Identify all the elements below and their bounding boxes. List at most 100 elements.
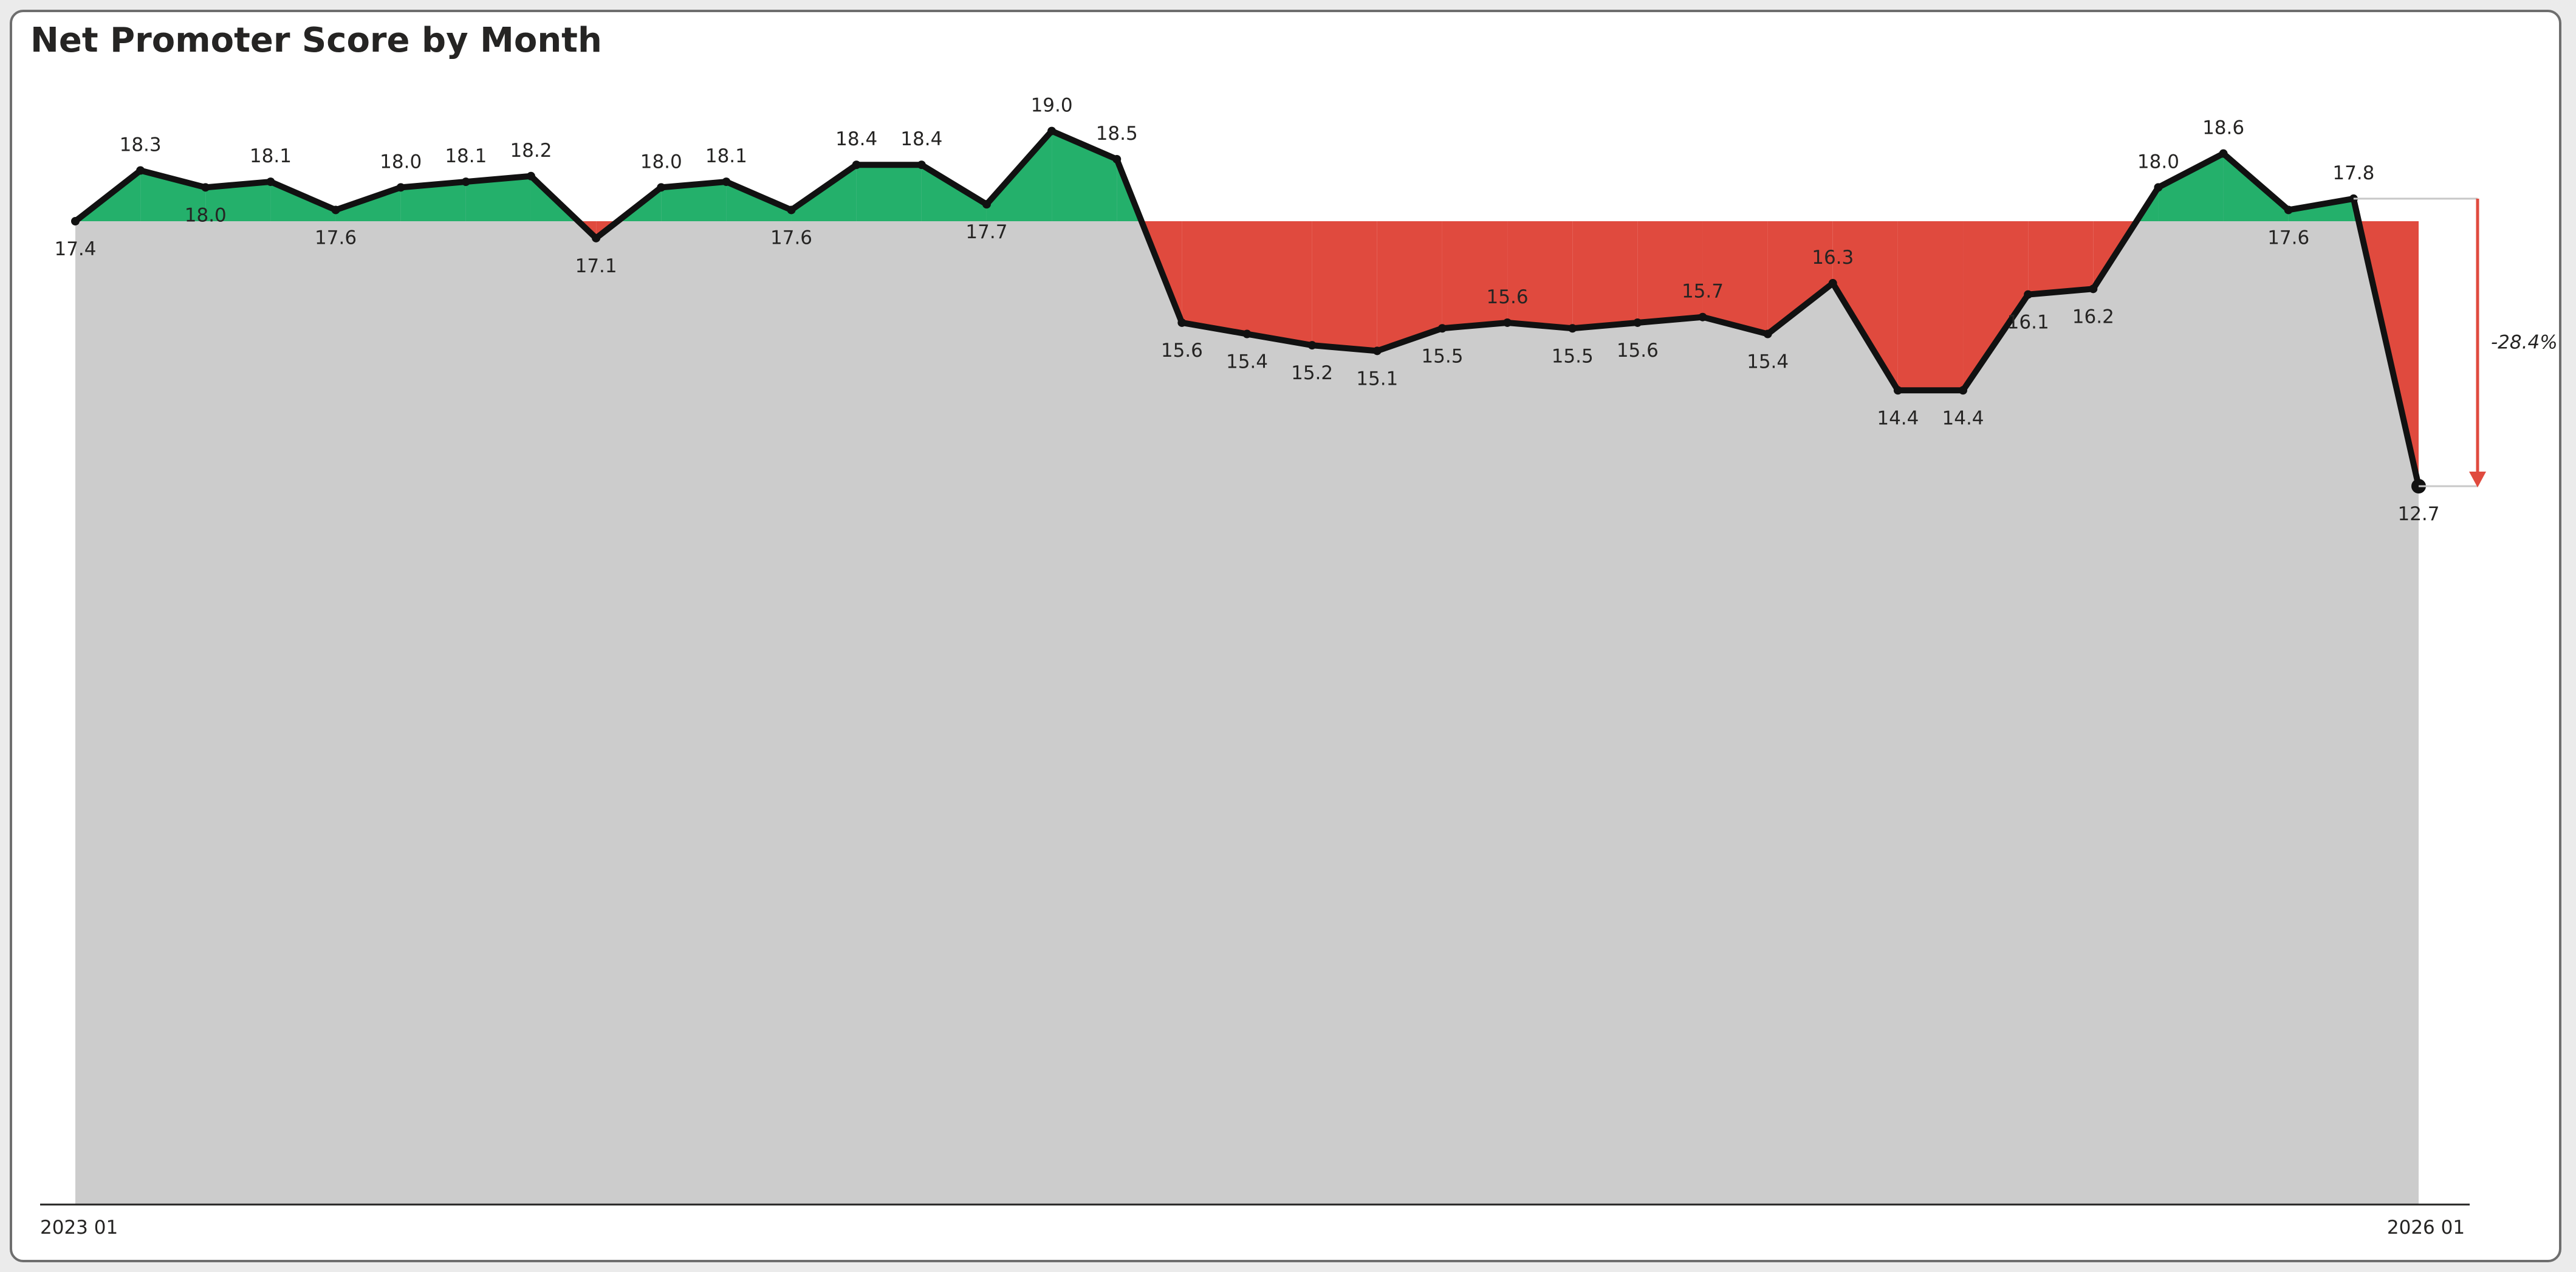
diff-area-segment — [1377, 221, 1442, 351]
diff-area-segment — [1247, 221, 1312, 346]
data-point — [461, 177, 470, 187]
data-label: 17.4 — [54, 238, 96, 260]
diff-area-segment — [1141, 221, 1182, 323]
data-point — [1959, 386, 1968, 395]
data-point — [1437, 324, 1447, 333]
data-label: 18.5 — [1096, 123, 1138, 145]
data-label: 12.7 — [2397, 503, 2439, 525]
diff-area-segment — [921, 165, 987, 221]
data-point — [1698, 312, 1707, 321]
data-point — [2154, 183, 2163, 192]
data-label: 15.7 — [1682, 281, 1724, 303]
data-label: 18.0 — [2137, 151, 2179, 173]
data-point — [592, 233, 601, 242]
data-label: 15.6 — [1487, 286, 1529, 308]
data-point — [982, 200, 991, 209]
data-label: 14.4 — [1877, 407, 1919, 429]
base-area — [75, 131, 2419, 1205]
x-tick-label-end: 2026 01 — [2387, 1217, 2465, 1239]
data-label: 15.4 — [1747, 351, 1789, 373]
data-point — [2089, 284, 2098, 294]
data-point — [1503, 318, 1512, 327]
data-point — [1242, 329, 1252, 339]
diff-area-segment — [1832, 221, 1898, 391]
data-point — [2219, 149, 2228, 158]
data-label: 17.6 — [770, 227, 812, 249]
data-point — [526, 171, 535, 180]
data-point — [722, 177, 731, 187]
data-label: 18.4 — [900, 128, 942, 150]
data-label: 15.4 — [1226, 351, 1268, 373]
data-label: 17.7 — [965, 221, 1007, 243]
data-label: 16.3 — [1812, 247, 1854, 269]
diff-area-segment — [1702, 221, 1768, 334]
data-point — [1177, 318, 1187, 327]
chart-title: Net Promoter Score by Month — [30, 21, 602, 60]
diff-area-segment — [1442, 221, 1508, 329]
data-points — [71, 126, 2426, 493]
data-label: 18.3 — [120, 134, 162, 156]
data-label: 18.1 — [250, 145, 292, 167]
change-arrow-head — [2469, 472, 2486, 487]
data-point — [917, 160, 926, 170]
data-point — [201, 183, 210, 192]
diff-area-segment — [1572, 221, 1638, 329]
diff-area-segment — [1312, 221, 1377, 351]
data-point — [396, 183, 405, 192]
data-label: 16.1 — [2007, 312, 2049, 334]
data-point — [136, 166, 145, 175]
data-point — [657, 183, 666, 192]
data-point — [2024, 290, 2033, 299]
data-labels: 17.4 18.3 18.0 18.1 17.6 18.0 18.1 18.2 17.1 18.0… — [54, 95, 2439, 525]
data-point — [1568, 324, 1577, 333]
data-point — [787, 205, 796, 215]
data-point — [331, 205, 340, 215]
data-point — [1763, 329, 1772, 339]
data-label: 18.6 — [2202, 117, 2244, 139]
data-point — [1828, 279, 1837, 288]
data-label: 18.0 — [185, 204, 227, 226]
data-label: 18.0 — [640, 151, 682, 173]
data-label: 14.4 — [1942, 407, 1984, 429]
data-point — [71, 217, 80, 225]
diff-area-segment — [465, 176, 531, 221]
data-point — [1893, 386, 1902, 395]
data-label: 18.2 — [510, 140, 552, 162]
data-label: 15.6 — [1161, 340, 1203, 362]
data-point — [1372, 346, 1382, 356]
data-label: 15.5 — [1421, 345, 1463, 367]
x-tick-label-start: 2023 01 — [40, 1217, 118, 1239]
data-label: 18.1 — [705, 145, 747, 167]
diff-area-segment — [661, 182, 727, 221]
data-label: 15.2 — [1291, 362, 1333, 384]
change-percent-label: -28.4% — [2491, 331, 2558, 353]
data-label: 18.4 — [835, 128, 877, 150]
diff-area-segment — [1507, 221, 1573, 329]
data-label: 16.2 — [2072, 306, 2114, 328]
data-point — [1112, 154, 1122, 163]
data-label: 18.0 — [380, 151, 422, 173]
x-axis: 2023 01 2026 01 — [40, 1203, 2470, 1239]
data-label: 15.6 — [1617, 340, 1659, 362]
change-indicator: -28.4% — [2353, 198, 2558, 487]
data-point — [266, 177, 275, 187]
data-point — [2284, 205, 2293, 215]
data-label: 17.6 — [2267, 227, 2309, 249]
data-label: 17.1 — [575, 255, 617, 277]
data-label: 19.0 — [1031, 95, 1073, 117]
diff-area-segment — [400, 182, 466, 221]
diff-area-segment — [1182, 221, 1247, 334]
data-point — [1307, 341, 1317, 350]
data-point — [852, 160, 861, 170]
nps-area-chart: 2023 01 2026 01 17.4 18.3 18.0 18.1 17.6 18.0… — [40, 95, 2558, 1239]
base-area-layer — [75, 131, 2419, 1205]
data-label: 17.6 — [315, 227, 357, 249]
diff-area-segment — [2028, 221, 2094, 295]
data-label: 15.1 — [1356, 368, 1398, 390]
diff-area-segment — [1963, 221, 2029, 391]
data-point — [1633, 318, 1642, 327]
diff-area-segment — [1897, 221, 1964, 391]
data-label: 17.8 — [2332, 162, 2374, 184]
diff-area-segment — [205, 182, 271, 221]
data-label: 15.5 — [1552, 345, 1594, 367]
